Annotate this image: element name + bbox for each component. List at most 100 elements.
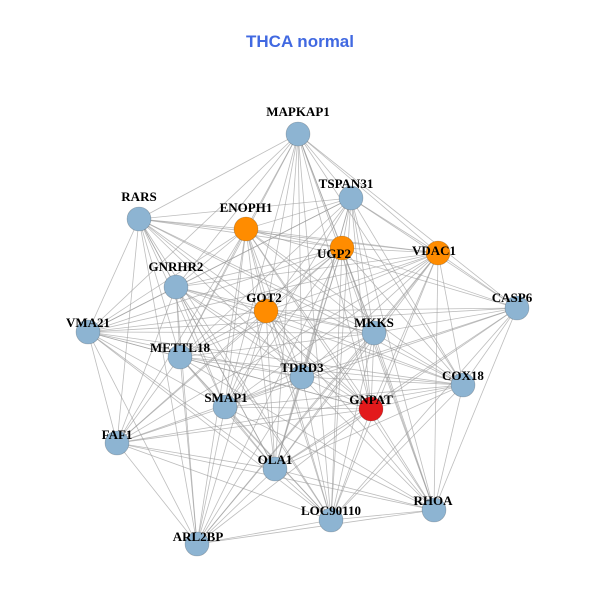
network-edge xyxy=(116,442,198,545)
network-edge xyxy=(350,197,372,410)
network-edge xyxy=(245,228,343,249)
node-MAPKAP1 xyxy=(285,121,311,147)
network-edge xyxy=(370,307,518,410)
network-edge xyxy=(373,307,518,334)
network-edge xyxy=(138,218,181,358)
network-edge xyxy=(87,331,464,386)
network-edge xyxy=(297,133,518,309)
network-edge xyxy=(274,252,439,470)
network-edge xyxy=(341,247,439,254)
node-GNPAT xyxy=(358,396,384,422)
node-label-GNRHR2: GNRHR2 xyxy=(149,259,204,274)
network-edge xyxy=(179,356,332,521)
network-edge xyxy=(350,197,435,511)
network-edge xyxy=(301,252,439,378)
network-edge xyxy=(224,133,299,408)
network-edge xyxy=(274,468,332,521)
network-edge xyxy=(297,133,352,199)
chart-title: THCA normal xyxy=(246,32,354,51)
node-RHOA xyxy=(421,497,447,523)
network-edge xyxy=(245,228,267,312)
node-FAF1 xyxy=(104,430,130,456)
network-edge xyxy=(138,218,177,288)
network-edge xyxy=(175,286,226,408)
network-edge xyxy=(87,247,343,333)
network-edge xyxy=(196,509,435,545)
node-MKKS xyxy=(361,320,387,346)
network-edge xyxy=(175,286,464,386)
network-edge xyxy=(373,332,435,511)
network-edge xyxy=(116,376,303,444)
network-edge xyxy=(87,331,332,521)
node-label-MKKS: MKKS xyxy=(354,315,394,330)
network-edge xyxy=(116,247,343,444)
network-edge xyxy=(301,307,518,378)
network-edge xyxy=(175,286,276,470)
network-edge xyxy=(245,228,464,386)
network-edge xyxy=(116,442,332,521)
network-edge xyxy=(265,310,276,470)
network-edge xyxy=(138,218,464,386)
network-edge xyxy=(330,332,375,521)
network-edge xyxy=(138,218,198,545)
network-edge xyxy=(87,331,181,358)
network-edge xyxy=(87,331,375,334)
network-edge xyxy=(138,218,375,334)
network-edge xyxy=(175,247,343,288)
network-edge xyxy=(274,133,299,470)
network-edge xyxy=(179,356,464,386)
network-edge xyxy=(196,247,343,545)
network-edge xyxy=(224,310,267,408)
network-edge xyxy=(330,384,464,521)
network-edge xyxy=(433,307,518,511)
node-label-GOT2: GOT2 xyxy=(246,290,281,305)
network-edge xyxy=(224,406,435,511)
network-edge xyxy=(175,286,198,545)
node-COX18 xyxy=(450,372,476,398)
network-edge xyxy=(175,133,299,288)
node-METTL18 xyxy=(167,344,193,370)
network-edge xyxy=(265,310,464,386)
network-edge xyxy=(437,252,464,386)
network-edge xyxy=(87,310,267,333)
node-label-SMAP1: SMAP1 xyxy=(204,390,247,405)
node-label-FAF1: FAF1 xyxy=(102,427,133,442)
network-edge xyxy=(87,133,299,333)
node-GOT2 xyxy=(253,298,279,324)
network-edge xyxy=(330,307,518,521)
network-edge xyxy=(301,376,435,511)
node-ARL2BP xyxy=(184,531,210,557)
node-label-METTL18: METTL18 xyxy=(150,340,210,355)
node-label-CASP6: CASP6 xyxy=(492,290,533,305)
node-label-GNPAT: GNPAT xyxy=(349,392,393,407)
node-ENOPH1 xyxy=(233,216,259,242)
network-edge xyxy=(370,332,375,410)
network-edge xyxy=(116,228,247,444)
node-label-VDAC1: VDAC1 xyxy=(412,243,456,258)
network-edge xyxy=(116,442,276,470)
node-TSPAN31 xyxy=(338,185,364,211)
node-CASP6 xyxy=(504,295,530,321)
network-edge xyxy=(116,356,181,444)
network-edge xyxy=(370,408,435,511)
node-RARS xyxy=(126,206,152,232)
network-edge xyxy=(87,252,439,333)
network-edge xyxy=(179,310,267,358)
network-edge xyxy=(265,133,299,312)
network-edge xyxy=(341,247,372,410)
network-edge xyxy=(179,252,439,358)
network-edge xyxy=(87,331,118,444)
network-edge xyxy=(175,228,247,288)
node-GNRHR2 xyxy=(163,274,189,300)
network-edge xyxy=(301,376,464,386)
node-LOC90110 xyxy=(318,507,344,533)
network-edge xyxy=(297,133,439,254)
node-label-COX18: COX18 xyxy=(442,368,484,383)
network-edge xyxy=(341,247,435,511)
network-edge xyxy=(116,406,226,444)
node-UGP2 xyxy=(329,235,355,261)
network-edge xyxy=(87,218,140,333)
network-edge xyxy=(370,384,464,410)
